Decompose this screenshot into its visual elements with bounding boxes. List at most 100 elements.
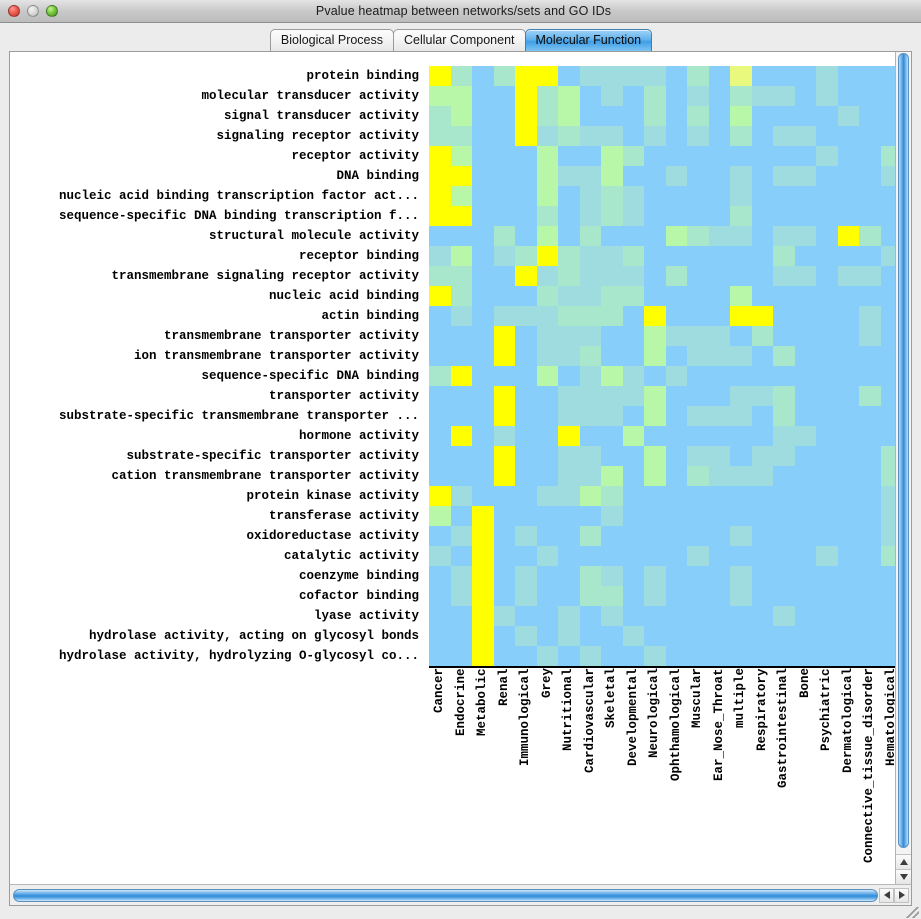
heatmap-cell[interactable] <box>751 386 773 406</box>
heatmap-cell[interactable] <box>558 246 580 266</box>
heatmap-cell[interactable] <box>837 506 859 526</box>
heatmap-cell[interactable] <box>644 346 666 366</box>
heatmap-cell[interactable] <box>450 286 472 306</box>
heatmap-cell[interactable] <box>601 646 623 666</box>
scroll-left-button[interactable] <box>879 887 894 903</box>
heatmap-cell[interactable] <box>730 586 752 606</box>
heatmap-cell[interactable] <box>687 66 709 86</box>
heatmap-cell[interactable] <box>601 166 623 186</box>
heatmap-cell[interactable] <box>450 386 472 406</box>
heatmap-cell[interactable] <box>859 386 881 406</box>
heatmap-cell[interactable] <box>493 206 515 226</box>
heatmap-cell[interactable] <box>429 246 451 266</box>
heatmap-cell[interactable] <box>493 306 515 326</box>
heatmap-cell[interactable] <box>644 626 666 646</box>
vertical-scrollbar[interactable] <box>895 52 911 884</box>
heatmap-cell[interactable] <box>429 326 451 346</box>
heatmap-cell[interactable] <box>859 586 881 606</box>
heatmap-cell[interactable] <box>816 186 838 206</box>
heatmap-cell[interactable] <box>708 326 730 346</box>
heatmap-cell[interactable] <box>880 566 895 586</box>
heatmap-cell[interactable] <box>687 566 709 586</box>
heatmap-cell[interactable] <box>601 626 623 646</box>
heatmap-cell[interactable] <box>837 106 859 126</box>
heatmap-cell[interactable] <box>708 606 730 626</box>
heatmap-cell[interactable] <box>687 326 709 346</box>
heatmap-cell[interactable] <box>429 486 451 506</box>
heatmap-cell[interactable] <box>601 186 623 206</box>
heatmap-cell[interactable] <box>751 66 773 86</box>
heatmap-cell[interactable] <box>579 526 601 546</box>
heatmap-cell[interactable] <box>579 346 601 366</box>
heatmap-cell[interactable] <box>751 426 773 446</box>
heatmap-cell[interactable] <box>644 606 666 626</box>
heatmap-cell[interactable] <box>450 346 472 366</box>
heatmap-cell[interactable] <box>665 586 687 606</box>
heatmap-cell[interactable] <box>579 466 601 486</box>
heatmap-cell[interactable] <box>622 266 644 286</box>
heatmap-cell[interactable] <box>558 226 580 246</box>
heatmap-cell[interactable] <box>880 386 895 406</box>
heatmap-cell[interactable] <box>730 246 752 266</box>
heatmap-cell[interactable] <box>536 86 558 106</box>
heatmap-cell[interactable] <box>687 546 709 566</box>
heatmap-cell[interactable] <box>708 126 730 146</box>
horizontal-scrollbar-thumb[interactable] <box>13 888 878 902</box>
heatmap-cell[interactable] <box>773 426 795 446</box>
tab-molecular-function[interactable]: Molecular Function <box>524 29 653 51</box>
heatmap-cell[interactable] <box>859 226 881 246</box>
heatmap-cell[interactable] <box>794 386 816 406</box>
heatmap-cell[interactable] <box>708 566 730 586</box>
heatmap-cell[interactable] <box>730 306 752 326</box>
heatmap-cell[interactable] <box>816 526 838 546</box>
heatmap-cell[interactable] <box>730 626 752 646</box>
heatmap-cell[interactable] <box>687 466 709 486</box>
heatmap-cell[interactable] <box>601 126 623 146</box>
heatmap-cell[interactable] <box>644 306 666 326</box>
heatmap-cell[interactable] <box>880 106 895 126</box>
heatmap-cell[interactable] <box>816 86 838 106</box>
heatmap-cell[interactable] <box>794 106 816 126</box>
heatmap-cell[interactable] <box>558 446 580 466</box>
heatmap-cell[interactable] <box>644 326 666 346</box>
heatmap-cell[interactable] <box>837 86 859 106</box>
heatmap-cell[interactable] <box>687 86 709 106</box>
heatmap-cell[interactable] <box>880 606 895 626</box>
heatmap-cell[interactable] <box>665 606 687 626</box>
heatmap-cell[interactable] <box>493 326 515 346</box>
tab-biological-process[interactable]: Biological Process <box>269 29 395 51</box>
heatmap-cell[interactable] <box>472 386 494 406</box>
heatmap-cell[interactable] <box>816 606 838 626</box>
heatmap-cell[interactable] <box>665 406 687 426</box>
heatmap-cell[interactable] <box>773 146 795 166</box>
heatmap-cell[interactable] <box>730 346 752 366</box>
heatmap-cell[interactable] <box>687 266 709 286</box>
heatmap-cell[interactable] <box>472 486 494 506</box>
heatmap-cell[interactable] <box>558 106 580 126</box>
heatmap-cell[interactable] <box>558 626 580 646</box>
heatmap-cell[interactable] <box>708 186 730 206</box>
heatmap-cell[interactable] <box>536 446 558 466</box>
heatmap-cell[interactable] <box>450 106 472 126</box>
heatmap-cell[interactable] <box>794 86 816 106</box>
heatmap-cell[interactable] <box>601 66 623 86</box>
heatmap-cell[interactable] <box>687 446 709 466</box>
heatmap-cell[interactable] <box>837 226 859 246</box>
heatmap-cell[interactable] <box>880 286 895 306</box>
heatmap-cell[interactable] <box>622 506 644 526</box>
heatmap-cell[interactable] <box>472 246 494 266</box>
heatmap-cell[interactable] <box>730 366 752 386</box>
heatmap-cell[interactable] <box>859 306 881 326</box>
heatmap-cell[interactable] <box>493 266 515 286</box>
heatmap-cell[interactable] <box>730 286 752 306</box>
heatmap-cell[interactable] <box>450 486 472 506</box>
heatmap-cell[interactable] <box>536 526 558 546</box>
heatmap-cell[interactable] <box>773 546 795 566</box>
heatmap-cell[interactable] <box>515 86 537 106</box>
heatmap-cell[interactable] <box>794 266 816 286</box>
heatmap-cell[interactable] <box>450 406 472 426</box>
heatmap-cell[interactable] <box>644 566 666 586</box>
heatmap-cell[interactable] <box>558 386 580 406</box>
heatmap-cell[interactable] <box>493 626 515 646</box>
heatmap-cell[interactable] <box>773 486 795 506</box>
